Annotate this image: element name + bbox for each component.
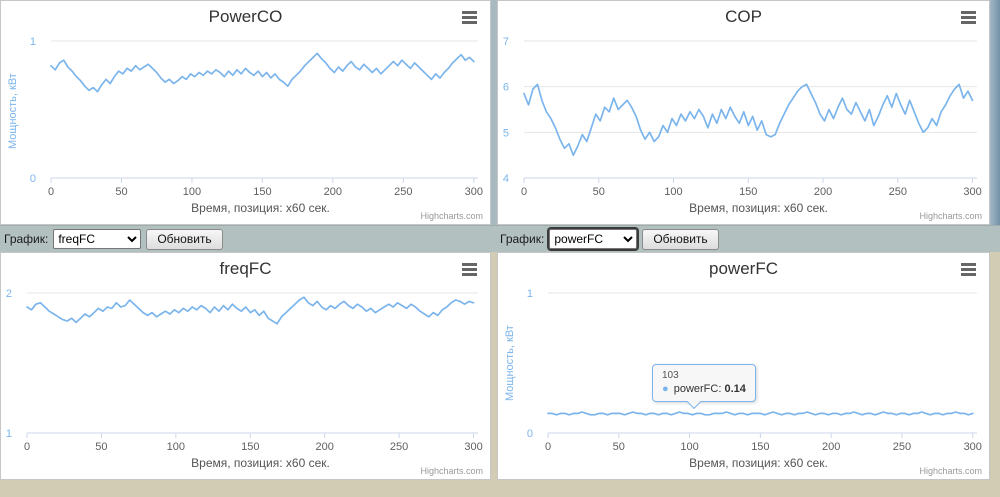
x-tick-label: 50 bbox=[115, 186, 127, 198]
plot-area-cop[interactable]: 4 5 6 7 0 50 100 150 200 250 300 bbox=[498, 1, 989, 224]
page-bottom-strip bbox=[0, 480, 1000, 497]
chart-panel-cop: COP 4 5 6 7 0 50 100 150 200 250 300 Время, позици… bbox=[497, 0, 990, 225]
series-marker-icon: ● bbox=[662, 383, 669, 395]
x-tick-label: 50 bbox=[95, 441, 107, 453]
top-charts-row: PowerCO Мощность, кВт 0 1 0 50 100 150 200 250 3… bbox=[0, 0, 1000, 225]
highcharts-credits-link[interactable]: Highcharts.com bbox=[919, 466, 982, 476]
highcharts-credits-link[interactable]: Highcharts.com bbox=[420, 211, 483, 221]
tooltip-series-label: powerFC: bbox=[673, 383, 722, 395]
hamburger-menu-icon[interactable] bbox=[961, 263, 976, 278]
x-tick-label: 150 bbox=[751, 441, 769, 453]
hamburger-menu-icon[interactable] bbox=[462, 11, 477, 26]
y-tick-label: 1 bbox=[527, 288, 533, 300]
tooltip-x-value: 103 bbox=[662, 370, 679, 381]
y-tick-label: 7 bbox=[503, 36, 509, 48]
chart-tooltip: 103 ● powerFC: 0.14 bbox=[652, 364, 756, 410]
x-axis-title: Время, позиция: x60 сек. bbox=[191, 201, 330, 215]
plot-area-freqfc[interactable]: 1 2 0 50 100 150 200 250 300 bbox=[1, 253, 490, 479]
plot-area-powerco[interactable]: 0 1 0 50 100 150 200 250 300 bbox=[1, 1, 490, 224]
chart-panel-freqfc: freqFC 1 2 0 50 100 150 200 250 300 Время, позиц… bbox=[0, 252, 491, 480]
x-tick-label: 300 bbox=[963, 186, 981, 198]
x-axis-title: Время, позиция: x60 сек. bbox=[689, 201, 828, 215]
highcharts-credits-link[interactable]: Highcharts.com bbox=[919, 211, 982, 221]
x-tick-label: 250 bbox=[394, 186, 412, 198]
y-tick-label: 1 bbox=[30, 36, 36, 48]
hamburger-menu-icon[interactable] bbox=[462, 263, 477, 278]
x-tick-label: 100 bbox=[664, 186, 682, 198]
x-tick-label: 200 bbox=[822, 441, 840, 453]
x-tick-label: 150 bbox=[241, 441, 259, 453]
x-tick-label: 100 bbox=[167, 441, 185, 453]
hamburger-menu-icon[interactable] bbox=[961, 11, 976, 26]
y-tick-label: 4 bbox=[503, 173, 509, 185]
x-tick-label: 0 bbox=[24, 441, 30, 453]
bottom-charts-row: freqFC 1 2 0 50 100 150 200 250 300 Время, позиц… bbox=[0, 252, 1000, 480]
plot-area-powerfc[interactable]: 0 1 0 50 100 150 200 250 300 bbox=[498, 253, 989, 479]
series-line-freqFC[interactable] bbox=[26, 296, 475, 325]
x-tick-label: 250 bbox=[893, 441, 911, 453]
y-tick-label: 0 bbox=[30, 173, 36, 185]
tooltip-body: ● powerFC: 0.14 bbox=[662, 383, 746, 395]
control-bar: График: freqFC Обновить График: powerFC … bbox=[0, 225, 1000, 252]
chart-selector-left: График: freqFC Обновить bbox=[4, 226, 223, 252]
y-tick-label: 1 bbox=[6, 428, 12, 440]
refresh-button[interactable]: Обновить bbox=[642, 228, 719, 250]
y-tick-label: 0 bbox=[527, 428, 533, 440]
x-tick-label: 50 bbox=[593, 186, 605, 198]
series-line-PowerCO[interactable] bbox=[50, 52, 475, 93]
chart-title-powerco: PowerCO bbox=[208, 7, 283, 26]
x-tick-label: 0 bbox=[545, 441, 551, 453]
refresh-button[interactable]: Обновить bbox=[146, 228, 223, 250]
series-line-powerFC[interactable] bbox=[547, 411, 974, 416]
x-tick-label: 50 bbox=[613, 441, 625, 453]
x-tick-label: 250 bbox=[889, 186, 907, 198]
chart-selector-right: График: powerFC Обновить bbox=[500, 226, 719, 252]
highcharts-credits-link[interactable]: Highcharts.com bbox=[420, 466, 483, 476]
chart-select-dropdown[interactable]: freqFC bbox=[53, 229, 142, 249]
y-tick-label: 2 bbox=[6, 288, 12, 300]
window-edge-strip bbox=[990, 0, 1000, 225]
y-tick-label: 5 bbox=[503, 127, 509, 139]
series-line-COP[interactable] bbox=[523, 83, 974, 157]
x-tick-label: 200 bbox=[324, 186, 342, 198]
x-tick-label: 300 bbox=[964, 441, 982, 453]
chart-select-label: График: bbox=[4, 232, 49, 246]
y-tick-label: 6 bbox=[503, 82, 509, 94]
chart-panel-powerfc: powerFC Мощность, кВт 0 1 0 50 100 150 200 250 3… bbox=[497, 252, 990, 480]
x-tick-label: 100 bbox=[680, 441, 698, 453]
x-tick-label: 150 bbox=[739, 186, 757, 198]
x-axis-title: Время, позиция: x60 сек. bbox=[689, 456, 828, 470]
chart-title-cop: COP bbox=[725, 7, 762, 26]
tooltip-value: 0.14 bbox=[724, 383, 746, 395]
x-tick-label: 300 bbox=[464, 441, 482, 453]
x-tick-label: 150 bbox=[253, 186, 271, 198]
x-tick-label: 0 bbox=[521, 186, 527, 198]
chart-panel-powerco: PowerCO Мощность, кВт 0 1 0 50 100 150 200 250 3… bbox=[0, 0, 491, 225]
x-axis-title: Время, позиция: x60 сек. bbox=[191, 456, 330, 470]
chart-select-label: График: bbox=[500, 232, 545, 246]
chart-select-dropdown[interactable]: powerFC bbox=[547, 227, 640, 251]
x-tick-label: 200 bbox=[814, 186, 832, 198]
x-tick-label: 300 bbox=[465, 186, 483, 198]
x-tick-label: 250 bbox=[390, 441, 408, 453]
x-tick-label: 0 bbox=[48, 186, 54, 198]
x-tick-label: 200 bbox=[316, 441, 334, 453]
chart-title-freqfc: freqFC bbox=[219, 259, 272, 278]
chart-title-powerfc: powerFC bbox=[709, 259, 778, 278]
x-tick-label: 100 bbox=[183, 186, 201, 198]
